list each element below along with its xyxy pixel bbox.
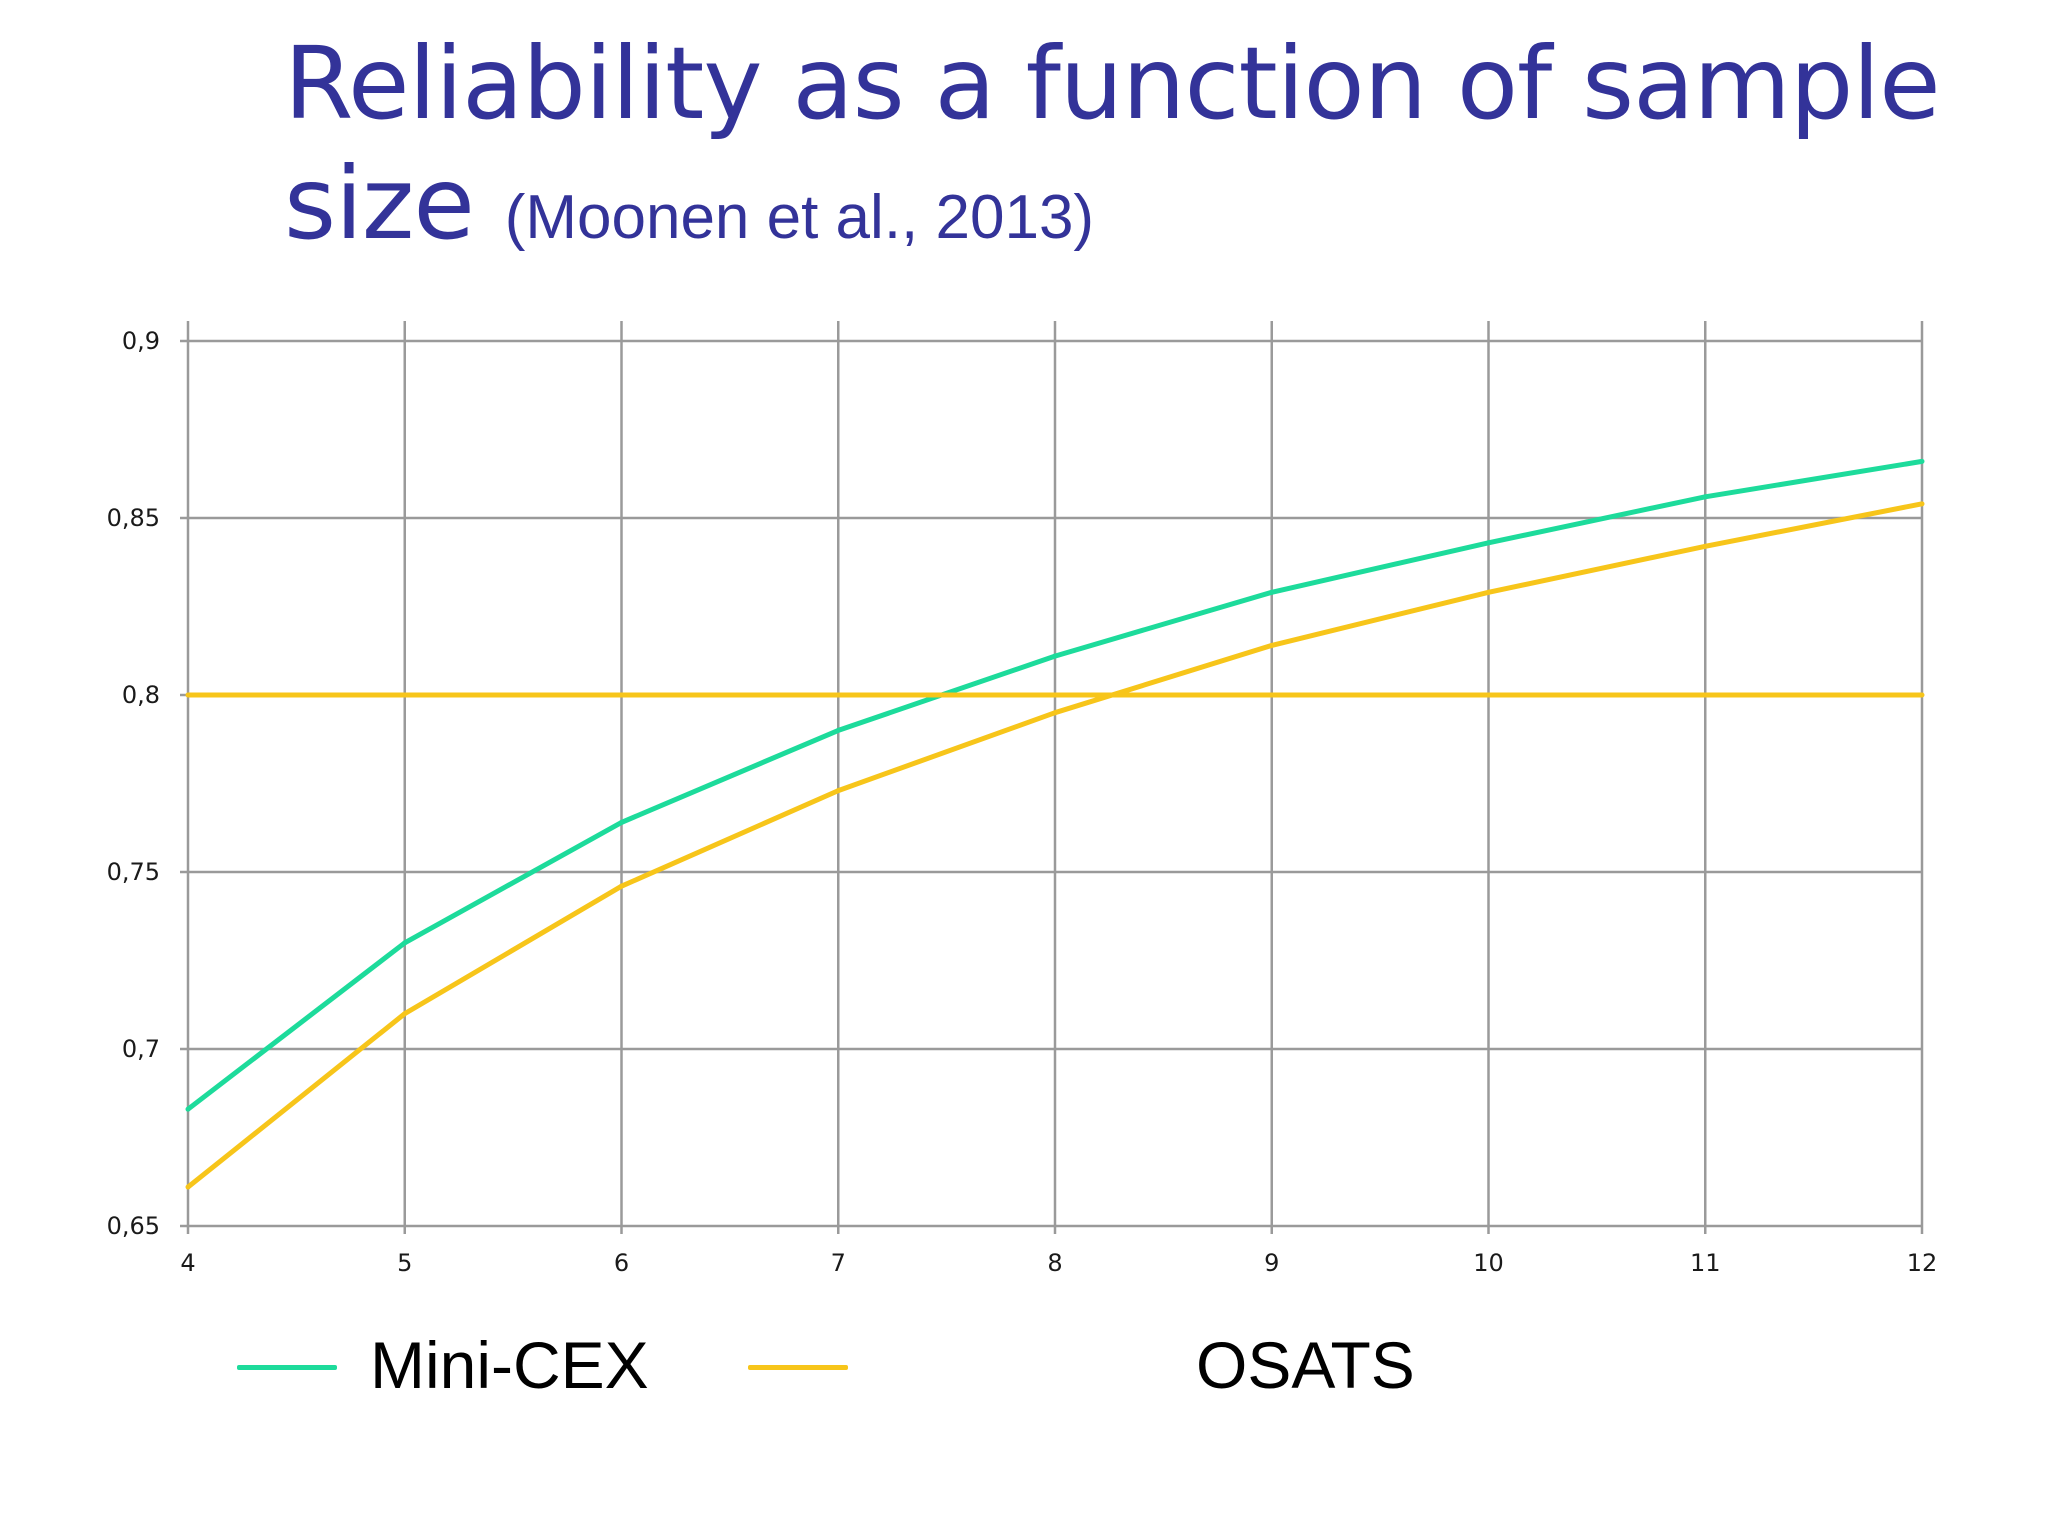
tick-labels: 0,65 0,7 0,75 0,8 0,85 0,9 4 5 6 7 8 9 10 11 12 <box>107 327 1938 1277</box>
x-tick-label: 12 <box>1907 1249 1938 1277</box>
data-point-threshold <box>185 692 191 698</box>
legend-label-mini-cex: Mini-CEX <box>370 1328 649 1402</box>
data-point-mini_cex <box>1486 540 1491 546</box>
legend: Mini-CEX OSATS <box>0 1325 2048 1405</box>
data-point-mini_cex <box>1919 458 1925 464</box>
title-main: Reliability as a function of sample size <box>284 25 1941 262</box>
y-tick-label: 0,7 <box>122 1035 160 1063</box>
x-tick-label: 8 <box>1047 1249 1062 1277</box>
y-tick-label: 0,9 <box>122 327 160 355</box>
y-tick-label: 0,8 <box>122 681 160 709</box>
legend-label-osats: OSATS <box>1196 1328 1415 1402</box>
data-point-mini_cex <box>619 819 624 825</box>
data-point-threshold <box>1919 692 1925 698</box>
data-point-mini_cex <box>1052 653 1058 659</box>
title-citation: (Moonen et al., 2013) <box>504 183 1095 252</box>
data-point-osats <box>402 1011 408 1017</box>
data-point-osats <box>1702 543 1708 549</box>
data-point-osats <box>619 883 624 889</box>
data-point-mini_cex <box>1269 589 1275 595</box>
data-point-osats <box>1919 501 1925 507</box>
data-point-osats <box>185 1184 191 1190</box>
y-tick-label: 0,85 <box>107 504 160 532</box>
reliability-line-chart: 0,65 0,7 0,75 0,8 0,85 0,9 4 5 6 7 8 9 10 11 12 <box>107 321 1938 1277</box>
data-point-threshold <box>1052 692 1058 698</box>
data-point-osats <box>835 788 841 794</box>
x-tick-label: 6 <box>614 1249 629 1277</box>
x-tick-label: 7 <box>831 1249 846 1277</box>
data-point-mini_cex <box>402 940 408 946</box>
legend-swatch-mini-cex <box>237 1365 337 1370</box>
data-point-threshold <box>1269 692 1275 698</box>
series <box>185 458 1925 1190</box>
data-point-osats <box>1052 710 1058 716</box>
data-point-mini_cex <box>1702 494 1708 500</box>
data-point-mini_cex <box>185 1106 191 1112</box>
grid <box>180 321 1924 1234</box>
x-tick-label: 4 <box>180 1249 195 1277</box>
legend-swatch-osats <box>748 1365 848 1370</box>
y-tick-label: 0,75 <box>107 858 160 886</box>
data-point-threshold <box>1486 692 1491 698</box>
slide-title: Reliability as a function of sample size… <box>284 24 2024 278</box>
data-point-threshold <box>402 692 408 698</box>
x-tick-label: 10 <box>1473 1249 1504 1277</box>
data-point-osats <box>1486 589 1491 595</box>
data-point-threshold <box>1702 692 1708 698</box>
x-tick-label: 5 <box>397 1249 412 1277</box>
data-point-osats <box>1269 642 1275 648</box>
data-point-threshold <box>619 692 624 698</box>
data-point-threshold <box>835 692 841 698</box>
x-tick-label: 9 <box>1264 1249 1279 1277</box>
x-tick-label: 11 <box>1690 1249 1721 1277</box>
y-tick-label: 0,65 <box>107 1212 160 1240</box>
data-point-mini_cex <box>835 727 841 733</box>
